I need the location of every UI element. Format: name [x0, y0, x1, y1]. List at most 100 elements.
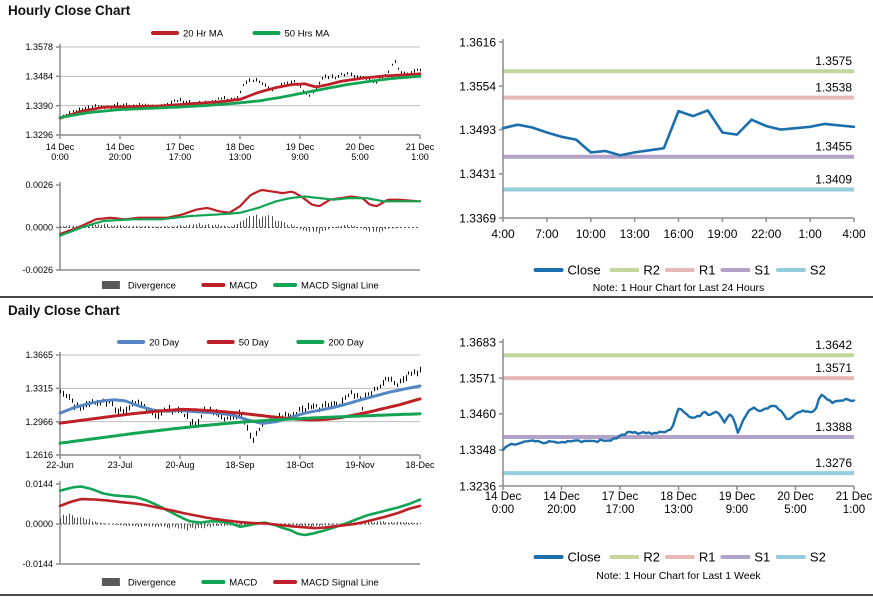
svg-text:1.3369: 1.3369 [459, 211, 496, 225]
svg-text:20 Dec: 20 Dec [346, 142, 375, 152]
svg-text:13:00: 13:00 [620, 227, 650, 241]
svg-text:Close: Close [568, 263, 601, 278]
svg-text:S2: S2 [810, 550, 826, 565]
svg-text:13:00: 13:00 [664, 504, 693, 516]
svg-text:7:00: 7:00 [535, 227, 559, 241]
svg-text:MACD Signal Line: MACD Signal Line [301, 577, 379, 588]
svg-text:R1: R1 [699, 263, 716, 278]
svg-text:R2: R2 [643, 550, 660, 565]
svg-text:1.2616: 1.2616 [25, 450, 53, 460]
svg-text:50 Day: 50 Day [239, 337, 269, 348]
svg-text:-0.0026: -0.0026 [22, 265, 53, 275]
svg-text:20:00: 20:00 [547, 504, 576, 516]
svg-text:19 Dec: 19 Dec [719, 491, 756, 503]
svg-text:50 Hrs MA: 50 Hrs MA [285, 28, 331, 39]
svg-text:23-Jul: 23-Jul [108, 460, 133, 470]
svg-text:17 Dec: 17 Dec [602, 491, 639, 503]
svg-text:200 Day: 200 Day [328, 337, 364, 348]
svg-text:13:00: 13:00 [229, 152, 252, 162]
svg-text:14 Dec: 14 Dec [106, 142, 135, 152]
svg-text:Divergence: Divergence [128, 280, 176, 291]
svg-text:20 Day: 20 Day [149, 337, 179, 348]
svg-text:17:00: 17:00 [169, 152, 192, 162]
svg-text:18 Dec: 18 Dec [226, 142, 255, 152]
svg-text:S2: S2 [810, 263, 826, 278]
hourly-section-title: Hourly Close Chart [8, 3, 131, 18]
svg-text:1.3348: 1.3348 [459, 443, 496, 457]
section-divider [0, 296, 873, 298]
svg-text:0:00: 0:00 [51, 152, 69, 162]
svg-text:MACD Signal Line: MACD Signal Line [301, 280, 379, 291]
svg-text:1.3296: 1.3296 [25, 130, 53, 140]
svg-text:Close: Close [568, 550, 601, 565]
svg-text:22:00: 22:00 [751, 227, 781, 241]
svg-text:0.0000: 0.0000 [25, 519, 53, 529]
svg-text:0:00: 0:00 [492, 504, 514, 516]
svg-text:9:00: 9:00 [726, 504, 748, 516]
svg-text:1.3388: 1.3388 [815, 420, 852, 434]
svg-text:Note: 1 Hour Chart for Last 1: Note: 1 Hour Chart for Last 1 Week [596, 570, 761, 582]
svg-text:1.3484: 1.3484 [25, 72, 53, 82]
svg-text:1.3571: 1.3571 [459, 371, 496, 385]
svg-text:1.3575: 1.3575 [815, 54, 852, 68]
svg-text:Note: 1 Hour Chart for Last 24: Note: 1 Hour Chart for Last 24 Hours [593, 282, 765, 294]
svg-text:1.3315: 1.3315 [25, 384, 53, 394]
bottom-divider [0, 594, 873, 596]
daily-section-title: Daily Close Chart [8, 303, 120, 318]
svg-text:5:00: 5:00 [351, 152, 369, 162]
svg-text:1.3409: 1.3409 [815, 172, 852, 186]
svg-text:MACD: MACD [229, 577, 257, 588]
svg-text:1.3578: 1.3578 [25, 42, 53, 52]
svg-text:0.0026: 0.0026 [25, 180, 53, 190]
svg-text:1.3571: 1.3571 [815, 361, 852, 375]
svg-text:18-Oct: 18-Oct [286, 460, 314, 470]
svg-text:1.3431: 1.3431 [459, 167, 496, 181]
svg-text:20 Hr MA: 20 Hr MA [183, 28, 224, 39]
svg-text:S1: S1 [754, 550, 770, 565]
svg-text:20:00: 20:00 [109, 152, 132, 162]
svg-text:1.3390: 1.3390 [25, 101, 53, 111]
svg-text:22-Jun: 22-Jun [46, 460, 74, 470]
svg-text:18 Dec: 18 Dec [660, 491, 697, 503]
svg-text:4:00: 4:00 [842, 227, 866, 241]
svg-text:14 Dec: 14 Dec [485, 491, 522, 503]
svg-text:20 Dec: 20 Dec [777, 491, 814, 503]
svg-text:MACD: MACD [229, 280, 257, 291]
svg-text:1.3554: 1.3554 [459, 79, 496, 93]
svg-text:17 Dec: 17 Dec [166, 142, 195, 152]
svg-text:1.3665: 1.3665 [25, 350, 53, 360]
svg-text:1.3236: 1.3236 [459, 479, 496, 493]
svg-text:19 Dec: 19 Dec [286, 142, 315, 152]
svg-text:0.0000: 0.0000 [25, 223, 53, 233]
svg-text:1.3460: 1.3460 [459, 407, 496, 421]
svg-text:14 Dec: 14 Dec [543, 491, 580, 503]
svg-text:1.3538: 1.3538 [815, 81, 852, 95]
svg-text:R2: R2 [643, 263, 660, 278]
svg-text:21 Dec: 21 Dec [406, 142, 434, 152]
svg-text:0.0144: 0.0144 [25, 479, 53, 489]
svg-text:18-Sep: 18-Sep [225, 460, 254, 470]
daily-macd-chart: 0.0144 0.0000 -0.0144 Divergence MACD MACD Si… [22, 479, 422, 588]
svg-text:20-Aug: 20-Aug [165, 460, 194, 470]
svg-text:18-Dec: 18-Dec [405, 460, 434, 470]
weekly-support-resistance-chart: 1.3642 1.3571 1.3388 1.3276 1.3683 1.3571 1.34… [459, 335, 872, 582]
svg-text:1.3276: 1.3276 [815, 456, 852, 470]
svg-text:1.3616: 1.3616 [459, 35, 496, 49]
svg-text:1.3493: 1.3493 [459, 123, 496, 137]
svg-text:4:00: 4:00 [491, 227, 515, 241]
svg-text:16:00: 16:00 [663, 227, 693, 241]
svg-text:9:00: 9:00 [291, 152, 309, 162]
svg-text:1:00: 1:00 [411, 152, 429, 162]
svg-text:21 Dec: 21 Dec [836, 491, 872, 503]
svg-text:1.3455: 1.3455 [815, 140, 852, 154]
svg-text:1.2966: 1.2966 [25, 417, 53, 427]
svg-text:10:00: 10:00 [576, 227, 606, 241]
svg-text:1.3683: 1.3683 [459, 335, 496, 349]
svg-text:14 Dec: 14 Dec [46, 142, 75, 152]
svg-text:S1: S1 [754, 263, 770, 278]
hourly-support-resistance-chart: 1.3575 1.3538 1.3455 1.3409 1.3616 1.3554 1.34… [459, 35, 866, 294]
hourly-macd-chart: 0.0026 0.0000 -0.0026 Divergence MACD MACD Si… [22, 180, 422, 291]
